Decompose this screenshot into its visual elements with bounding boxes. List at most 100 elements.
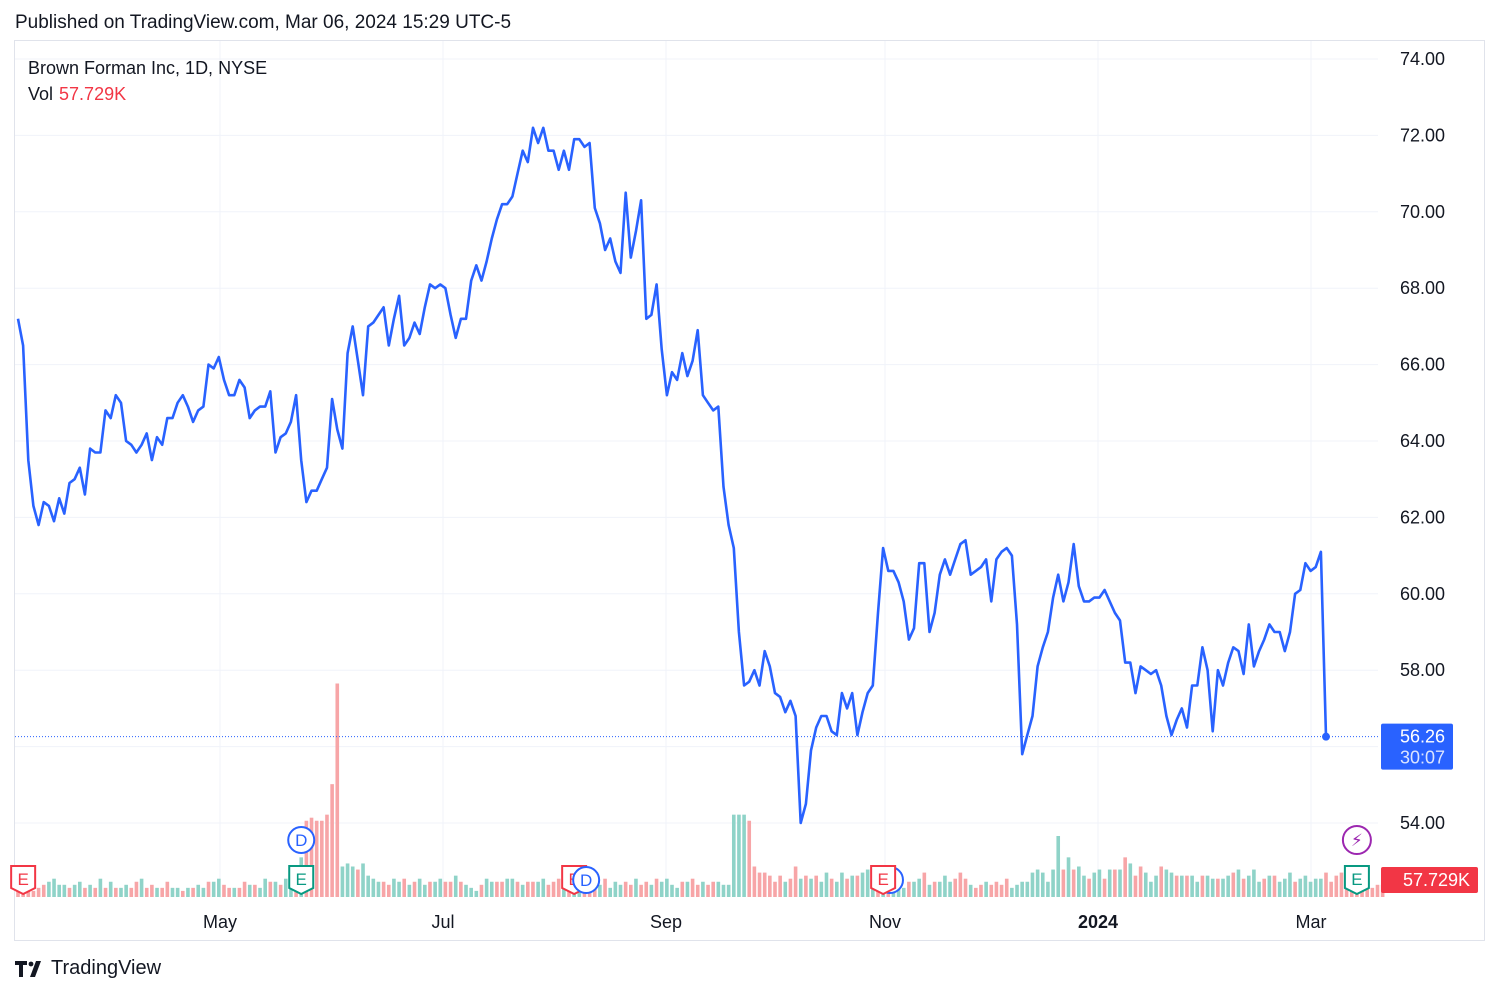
volume-bar	[752, 866, 757, 897]
volume-bar	[222, 884, 226, 897]
volume-bar	[114, 887, 118, 897]
volume-bar	[211, 881, 216, 897]
volume-bar	[1010, 887, 1014, 897]
volume-bar	[1365, 884, 1369, 897]
volume-bar	[1195, 881, 1200, 897]
volume-bar	[98, 878, 103, 897]
volume-bar	[783, 881, 788, 897]
volume-bar	[381, 881, 386, 897]
earnings-marker-label: E	[296, 870, 307, 889]
volume-bar	[1046, 881, 1050, 897]
earnings-marker[interactable]	[288, 865, 315, 896]
volume-bar	[1231, 872, 1236, 897]
volume-bar	[505, 878, 510, 897]
dividend-marker[interactable]	[572, 866, 601, 894]
volume-bar	[371, 878, 376, 897]
volume-bar	[1200, 875, 1205, 897]
volume-bar	[196, 884, 201, 897]
volume-bar	[304, 820, 309, 897]
volume-bar	[273, 881, 278, 897]
x-tick-label: May	[203, 912, 237, 932]
y-tick-label: 64.00	[1400, 431, 1445, 451]
volume-bar	[217, 878, 221, 897]
dividend-marker[interactable]	[287, 826, 316, 854]
volume-bar	[675, 887, 679, 897]
volume-bar	[644, 881, 649, 897]
volume-bar	[47, 881, 51, 897]
volume-bar	[459, 881, 463, 897]
volume-bar	[144, 887, 149, 897]
volume-bar	[150, 884, 154, 897]
volume-bar	[922, 872, 927, 897]
volume-bar	[386, 884, 391, 897]
volume-bar	[397, 881, 401, 897]
volume-bar	[1174, 875, 1179, 897]
volume-bar	[747, 820, 752, 897]
volume-bar	[1375, 884, 1380, 897]
volume-bar	[1087, 878, 1091, 897]
volume-bar	[1030, 872, 1035, 897]
volume-bar	[1329, 881, 1333, 897]
tradingview-logo-icon	[15, 960, 41, 977]
volume-bar	[443, 881, 448, 897]
volume-bar	[520, 884, 525, 897]
volume-bar	[706, 884, 710, 897]
price-line[interactable]	[16, 126, 1328, 825]
chart-legend: Brown Forman Inc, 1D, NYSE Vol 57.729K	[28, 55, 267, 107]
volume-bar	[1205, 875, 1210, 897]
volume-bar	[232, 887, 237, 897]
volume-bar	[474, 890, 479, 897]
volume-bar	[757, 872, 762, 897]
volume-bar	[974, 887, 978, 897]
volume-bar	[119, 887, 123, 897]
volume-bar	[206, 881, 211, 897]
volume-bar	[335, 683, 340, 897]
volume-bar	[979, 884, 983, 897]
y-tick-label: 72.00	[1400, 125, 1445, 145]
volume-bar	[598, 884, 602, 897]
volume-bar	[551, 881, 556, 897]
volume-bar	[433, 881, 437, 897]
volume-bar	[912, 881, 916, 897]
earnings-marker[interactable]	[10, 865, 37, 896]
volume-bar	[376, 881, 381, 897]
volume-bar	[649, 884, 654, 897]
volume-bar	[1324, 872, 1328, 897]
volume-bar	[829, 878, 834, 897]
volume-bar	[1252, 869, 1256, 897]
volume-bar	[834, 881, 839, 897]
volume-bar	[943, 875, 947, 897]
y-tick-label: 54.00	[1400, 813, 1445, 833]
volume-bar	[778, 875, 782, 897]
volume-bar	[1051, 869, 1055, 897]
volume-bar	[1107, 869, 1112, 897]
volume-bar	[701, 881, 705, 897]
volume-bar	[309, 817, 314, 897]
volume-bar	[1216, 878, 1220, 897]
volume-bar	[1040, 872, 1045, 897]
volume-bar	[67, 887, 72, 897]
volume-bar	[453, 875, 458, 897]
volume-bar	[1071, 869, 1076, 897]
volume-bar	[654, 878, 659, 897]
volume-bar	[629, 884, 633, 897]
volume-bar	[762, 872, 767, 897]
earnings-marker[interactable]	[870, 865, 897, 896]
volume-bar	[1128, 863, 1133, 897]
volume-bar	[237, 887, 242, 897]
volume-bar	[88, 884, 92, 897]
volume-bar	[201, 887, 206, 897]
symbol-title[interactable]: Brown Forman Inc, 1D, NYSE	[28, 58, 268, 78]
volume-bar	[1020, 881, 1024, 897]
earnings-marker[interactable]	[1343, 865, 1370, 896]
volume-bar	[608, 887, 613, 897]
lightning-icon[interactable]	[1341, 825, 1372, 855]
volume-bar	[1308, 881, 1313, 897]
dividend-marker-label: D	[580, 871, 592, 890]
y-tick-label: 60.00	[1400, 584, 1445, 604]
volume-bar	[1061, 869, 1066, 897]
volume-bar	[227, 887, 231, 897]
volume-bar	[1298, 878, 1303, 897]
tradingview-brand[interactable]: TradingView	[15, 957, 161, 980]
